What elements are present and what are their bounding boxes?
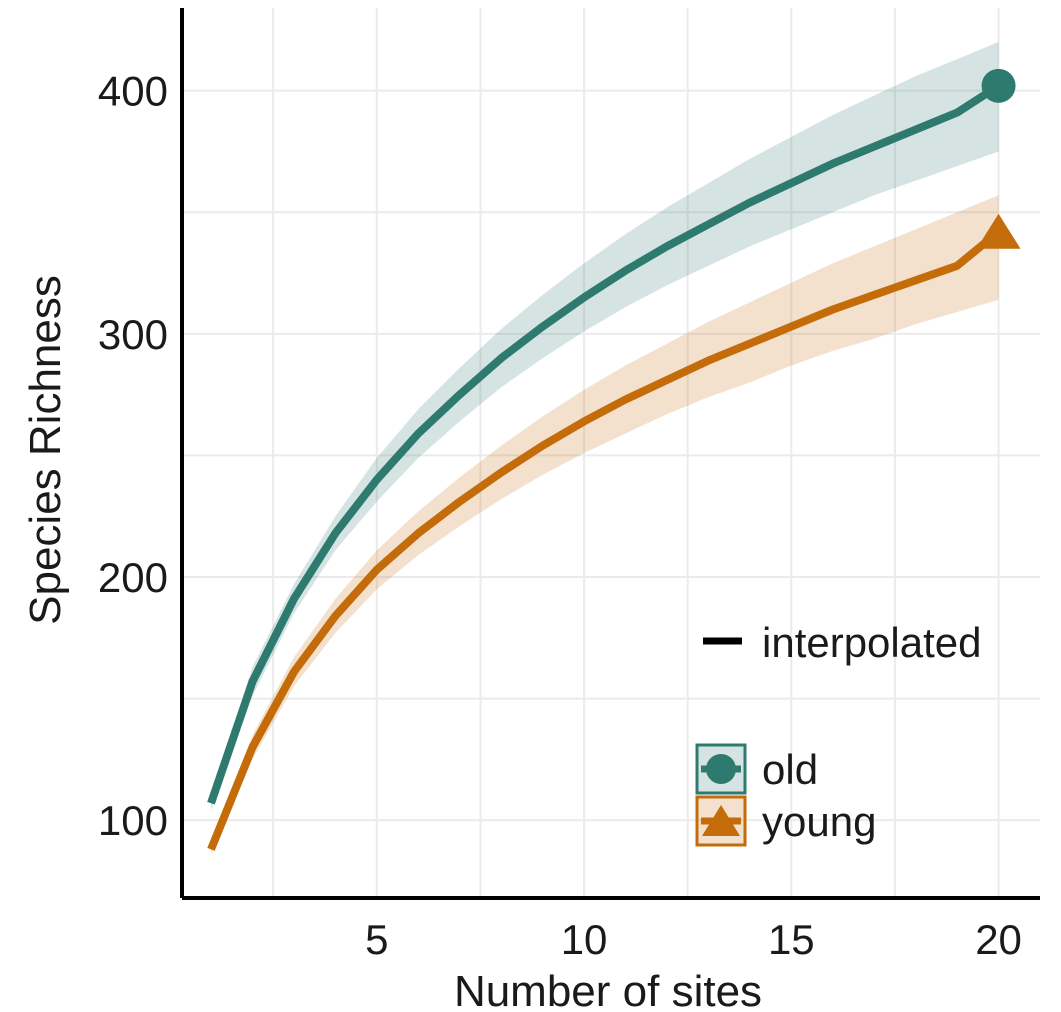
band-old — [211, 42, 999, 811]
band-young — [211, 195, 999, 855]
legend-label-old: old — [762, 746, 818, 793]
y-tick-label: 200 — [98, 554, 168, 601]
series-lines — [207, 82, 1002, 851]
x-tick-label: 15 — [768, 916, 815, 963]
marker-young — [976, 213, 1021, 249]
legend-marker-old — [706, 754, 736, 784]
y-tick-label: 100 — [98, 797, 168, 844]
x-axis-title: Number of sites — [454, 967, 762, 1012]
legend-label-young: young — [762, 798, 876, 845]
confidence-bands — [211, 42, 999, 855]
legend-marker-young — [702, 805, 740, 836]
legend-interpolated-label: interpolated — [762, 619, 982, 666]
grid — [182, 8, 1040, 898]
x-tick-label: 5 — [365, 916, 388, 963]
series-markers — [976, 68, 1021, 249]
marker-old — [981, 68, 1016, 103]
axes — [180, 8, 1040, 900]
legend: interpolated old young — [695, 619, 982, 847]
y-axis-title: Species Richness — [21, 275, 70, 625]
y-tick-label: 400 — [98, 68, 168, 115]
y-tick-label: 300 — [98, 311, 168, 358]
line-young — [207, 228, 1002, 851]
line-old — [207, 82, 1001, 805]
tick-labels: 5 10 15 20 100 200 300 400 — [98, 68, 1022, 963]
x-tick-label: 20 — [975, 916, 1022, 963]
x-tick-label: 10 — [561, 916, 608, 963]
